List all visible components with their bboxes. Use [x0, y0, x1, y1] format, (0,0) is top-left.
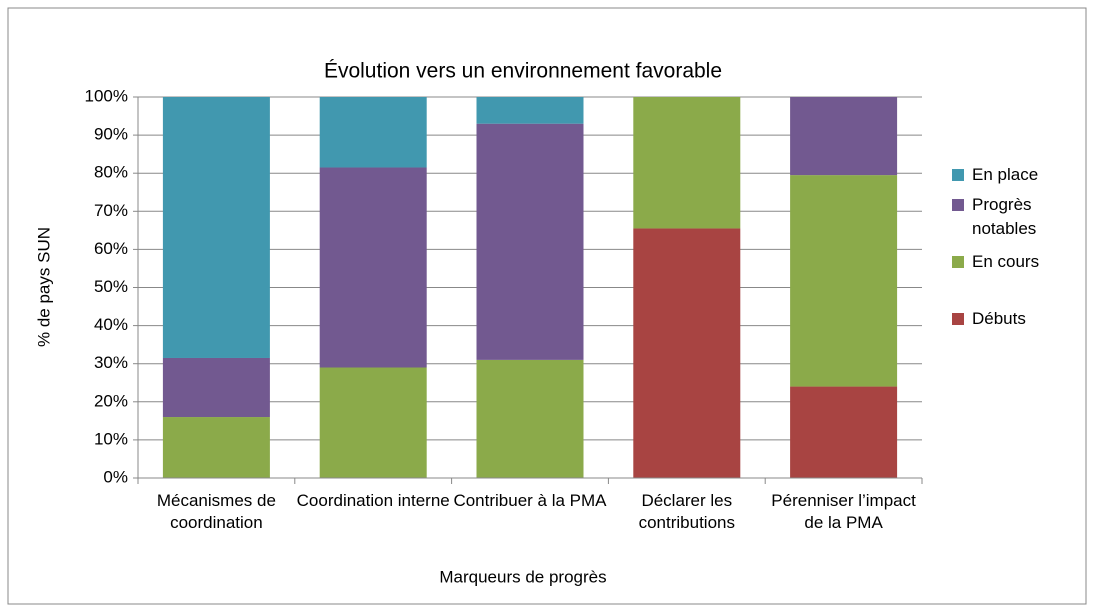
- x-axis-title: Marqueurs de progrès: [439, 567, 606, 586]
- x-tick-label: Coordination interne: [296, 491, 450, 510]
- legend-label: Progrès notables: [972, 195, 1037, 238]
- bar-segment: [162, 357, 270, 418]
- y-tick-label: 70%: [94, 201, 128, 220]
- legend-swatch: [952, 313, 964, 325]
- bar-segment: [633, 97, 741, 229]
- bar-segment: [476, 359, 584, 478]
- bar-segment: [319, 167, 427, 368]
- y-axis-title: % de pays SUN: [34, 227, 53, 347]
- bar-segment: [790, 386, 898, 478]
- y-tick-label: 80%: [94, 163, 128, 182]
- y-tick-label: 60%: [94, 239, 128, 258]
- y-tick-label: 40%: [94, 315, 128, 334]
- bar-segment: [790, 97, 898, 176]
- y-tick-label: 0%: [103, 467, 128, 486]
- legend-label: En place: [972, 165, 1039, 184]
- y-tick-label: 10%: [94, 429, 128, 448]
- y-tick-label: 30%: [94, 353, 128, 372]
- chart-title: Évolution vers un environnement favorabl…: [324, 60, 722, 83]
- y-tick-label: 50%: [94, 277, 128, 296]
- x-tick-label: Contribuer à la PMA: [453, 491, 607, 510]
- bar-segment: [476, 123, 584, 360]
- bar-segment: [162, 417, 270, 478]
- y-tick-label: 100%: [85, 86, 128, 105]
- x-tick-label: Pérenniser l’impact de la PMA: [771, 491, 916, 532]
- legend-swatch: [952, 256, 964, 268]
- bar-segment: [319, 367, 427, 478]
- legend-swatch: [952, 199, 964, 211]
- legend-swatch: [952, 169, 964, 181]
- x-tick-label: Mécanismes de coordination: [156, 491, 276, 532]
- legend-label: En cours: [972, 252, 1040, 271]
- bar-segment: [319, 97, 427, 168]
- bar-segment: [633, 228, 741, 478]
- bar-segment: [162, 97, 270, 358]
- legend-label: Débuts: [972, 309, 1026, 328]
- bar-segment: [790, 175, 898, 387]
- x-tick-label: Déclarer les contributions: [638, 491, 735, 532]
- bar-segment: [476, 97, 584, 124]
- y-tick-label: 20%: [94, 391, 128, 410]
- y-tick-label: 90%: [94, 125, 128, 144]
